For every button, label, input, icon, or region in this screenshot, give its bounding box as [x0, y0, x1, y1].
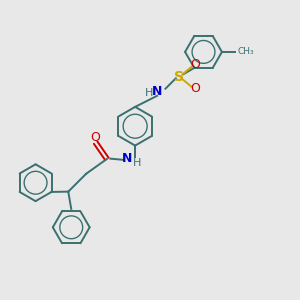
Text: CH₃: CH₃: [237, 47, 254, 56]
Text: N: N: [122, 152, 132, 165]
Text: O: O: [91, 131, 100, 144]
Text: N: N: [152, 85, 162, 98]
Text: O: O: [190, 58, 200, 71]
Text: O: O: [190, 82, 200, 95]
Text: H: H: [132, 158, 141, 168]
Text: H: H: [145, 88, 153, 98]
Text: S: S: [174, 70, 184, 84]
